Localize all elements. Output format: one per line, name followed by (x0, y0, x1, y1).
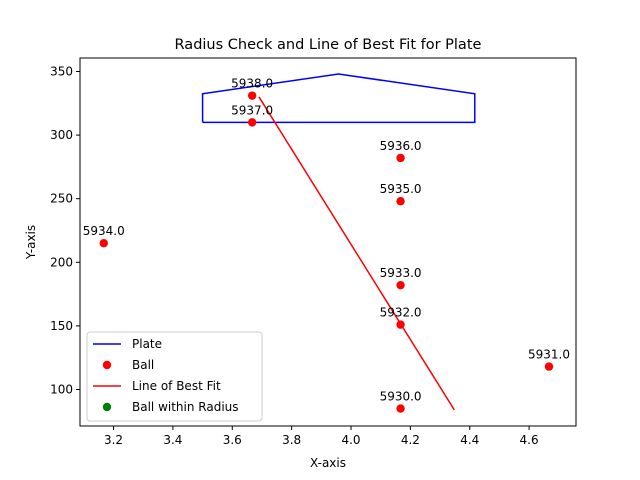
legend-label: Plate (132, 337, 162, 351)
legend-marker-swatch (102, 402, 112, 412)
ball-label: 5933.0 (380, 266, 422, 280)
ball-point (396, 197, 405, 206)
ball-label: 5938.0 (231, 77, 273, 91)
ball-point (396, 320, 405, 329)
plot-area: 3.2 3.4 3.6 3.8 4.0 4.2 4.4 4.6 100 150 200 250 300 3… (50, 57, 577, 447)
ball-point (396, 404, 405, 413)
y-axis-label: Y-axis (24, 225, 38, 260)
x-tick-label: 4.2 (401, 433, 420, 447)
ball-label: 5937.0 (231, 103, 273, 117)
legend-label: Line of Best Fit (132, 379, 221, 393)
legend-marker-swatch (102, 360, 112, 370)
x-axis-label: X-axis (310, 456, 346, 470)
x-tick-label: 3.4 (163, 433, 182, 447)
ball-point (247, 91, 257, 100)
ball-point (544, 362, 554, 371)
y-tick-label: 200 (50, 255, 73, 269)
y-tick-label: 250 (50, 192, 73, 206)
legend-label: Ball (132, 358, 154, 372)
ball-point (99, 239, 108, 248)
legend-label: Ball within Radius (132, 400, 239, 414)
ball-label: 5932.0 (380, 306, 422, 320)
ball-point (396, 280, 405, 290)
x-tick-label: 3.2 (104, 433, 123, 447)
ball-label: 5935.0 (380, 182, 422, 196)
x-tick-label: 4.0 (341, 433, 360, 447)
y-tick-label: 100 (50, 382, 73, 396)
x-tick-label: 3.6 (223, 433, 242, 447)
ball-label: 5936.0 (380, 139, 422, 153)
x-tick-label: 4.6 (520, 433, 539, 447)
ball-point (247, 118, 257, 127)
axes-frame (79, 57, 577, 427)
y-tick-label: 300 (50, 128, 73, 142)
chart-title: Radius Check and Line of Best Fit for Pl… (175, 37, 482, 53)
ball-point (396, 153, 405, 163)
y-tick-label: 350 (50, 64, 73, 78)
y-tick-label: 150 (50, 319, 73, 333)
ball-label: 5930.0 (380, 390, 422, 404)
legend: Plate Ball Line of Best Fit Ball within Rad… (86, 331, 263, 422)
plate-outline (201, 73, 476, 124)
x-tick-label: 4.4 (460, 433, 479, 447)
best-fit-line (258, 96, 455, 411)
ball-label: 5931.0 (528, 348, 570, 362)
ball-label: 5934.0 (83, 224, 125, 238)
legend-box (86, 331, 263, 422)
x-tick-label: 3.8 (282, 433, 301, 447)
